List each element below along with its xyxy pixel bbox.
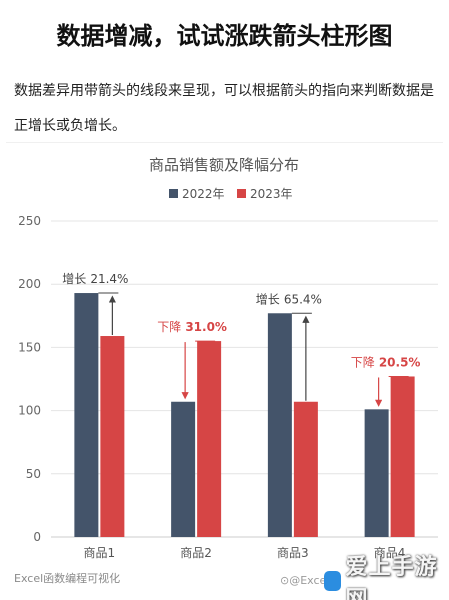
change-label: 增长 [256,292,280,306]
watermark-left: Excel函数编程可视化 [14,572,121,585]
bar-2022 [74,293,99,537]
watermark-right: ⊙@Excel [280,574,330,587]
x-tick-label: 商品4 [374,545,406,560]
change-value: 31.0% [185,320,227,334]
change-label: 增长 [62,272,86,286]
x-tick-label: 商品2 [180,545,212,560]
change-annotation: 下降 20.5% [351,355,421,369]
banner-title: 数据增减，试试涨跌箭头柱形图 [56,21,393,50]
y-tick-label: 50 [26,467,41,481]
change-arrows: 增长 21.4% 下降 31.0% 增长 65.4% 下降 20.5% [62,272,421,407]
y-tick-label: 0 [33,530,41,544]
x-tick-label: 商品1 [84,545,116,560]
change-value: 20.5% [379,355,421,369]
legend-swatch-2022 [169,189,178,198]
chart-title: 商品销售额及降幅分布 [149,156,299,174]
y-tick-label: 250 [18,214,41,228]
bar-2022 [267,313,292,537]
site-logo: 爱上手游网 [324,555,446,600]
legend-label-2023: 2023年 [250,187,293,201]
banner: 数据增减，试试涨跌箭头柱形图 [0,0,449,66]
y-tick-label: 200 [18,277,41,291]
change-value: 21.4% [90,272,128,286]
y-axis-ticks: 0 50 100 150 200 250 [18,214,41,544]
change-annotation: 增长 21.4% [62,272,128,286]
chart-panel: 商品销售额及降幅分布 2022年 2023年 0 50 100 150 200 250 增… [6,142,443,567]
description-text: 数据差异用带箭头的线段来呈现，可以根据箭头的指向来判断数据是正增长或负增长。 [14,83,434,134]
legend: 2022年 2023年 [169,187,293,201]
bar-2023 [293,401,318,537]
bars [74,293,415,537]
bar-2023 [197,341,222,537]
logo-text: 爱上手游网 [345,555,438,600]
bar-2022 [364,409,389,537]
x-tick-label: 商品3 [277,545,309,560]
bar-2023 [100,336,125,537]
y-tick-label: 100 [18,404,41,418]
change-annotation: 增长 65.4% [256,292,322,306]
legend-label-2022: 2022年 [182,187,225,201]
bar-chart: 商品销售额及降幅分布 2022年 2023年 0 50 100 150 200 250 增… [18,156,438,560]
bar-2022 [171,401,196,537]
logo-badge-icon [324,571,342,591]
bar-2023 [390,376,415,537]
y-tick-label: 150 [18,340,41,354]
x-axis-ticks: 商品1 商品2 商品3 商品4 [84,545,406,560]
change-label: 下降 [157,320,181,334]
change-value: 65.4% [284,292,322,306]
change-annotation: 下降 31.0% [157,320,227,334]
change-label: 下降 [351,355,375,369]
legend-swatch-2023 [237,189,246,198]
